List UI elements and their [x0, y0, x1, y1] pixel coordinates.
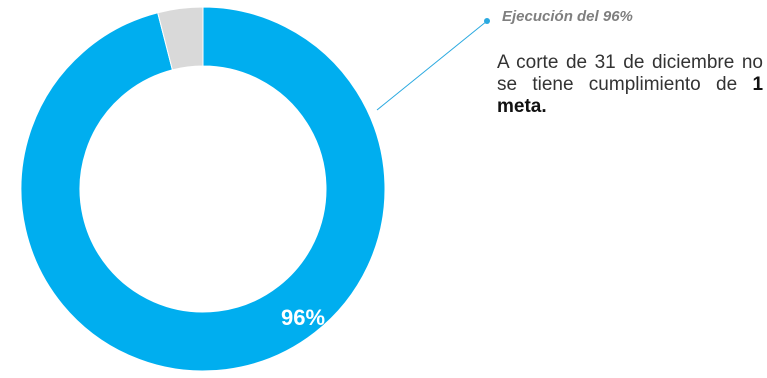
callout-title: Ejecución del 96% — [502, 8, 633, 25]
callout-text-bold: 1 meta. — [497, 74, 764, 117]
callout-leader-dot — [484, 18, 490, 24]
data-label-achieved: 96% — [281, 305, 325, 330]
donut-slice-1 — [157, 6, 204, 71]
callout-text-prefix: A corte de 31 de diciembre no se tiene c… — [497, 52, 763, 95]
donut-slice-0 — [20, 6, 386, 372]
callout-leader-line — [376, 20, 488, 111]
donut-slices — [20, 6, 386, 372]
callout-text: A corte de 31 de diciembre no se tiene c… — [497, 52, 763, 118]
